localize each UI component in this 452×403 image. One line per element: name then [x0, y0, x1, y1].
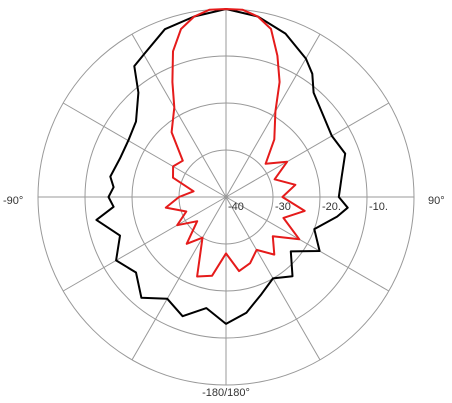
angle-label-minus-90: -90°	[3, 195, 23, 207]
radial-tick-label: -40	[228, 201, 244, 213]
grid-spoke	[132, 34, 226, 197]
angle-label-180: -180/180°	[202, 387, 250, 399]
grid-spoke	[63, 103, 226, 197]
polar-grid	[38, 9, 414, 385]
axis-labels: -90° 90° -180/180° -40 -30 -20. -10.	[3, 195, 445, 399]
radial-tick-label: -10.	[369, 201, 388, 213]
angle-label-90: 90°	[428, 195, 445, 207]
grid-spoke	[226, 103, 389, 197]
radial-tick-label: -20.	[322, 201, 341, 213]
radial-tick-label: -30	[275, 201, 291, 213]
series-line-2	[166, 9, 305, 277]
grid-spoke	[226, 197, 389, 291]
